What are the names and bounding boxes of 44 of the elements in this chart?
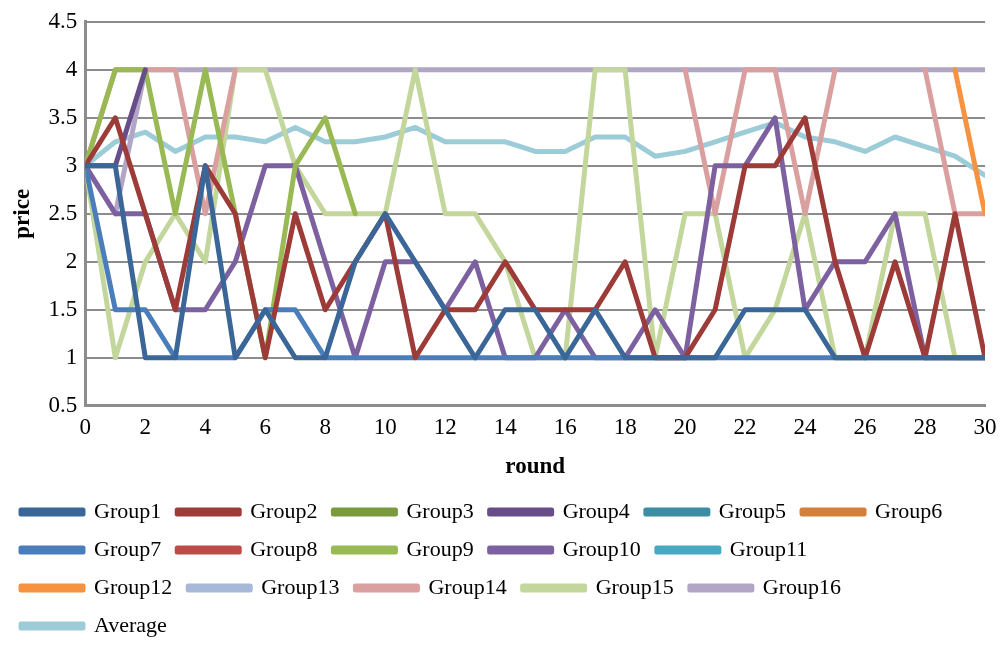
legend-label: Group1 bbox=[94, 497, 162, 523]
x-tick-label: 8 bbox=[319, 413, 332, 439]
x-tick-label: 4 bbox=[199, 413, 212, 439]
x-tick-label: 24 bbox=[793, 413, 818, 439]
y-tick-label: 2.5 bbox=[48, 199, 78, 225]
legend-label: Group8 bbox=[250, 535, 318, 561]
legend-label: Average bbox=[94, 611, 167, 637]
y-tick-label: 3.5 bbox=[48, 103, 78, 129]
x-tick-label: 10 bbox=[373, 413, 397, 439]
legend-label: Group11 bbox=[729, 535, 808, 561]
legend-label: Group13 bbox=[261, 573, 340, 599]
y-tick-label: 1.5 bbox=[48, 295, 78, 321]
x-tick-label: 0 bbox=[79, 413, 92, 439]
legend-label: Group9 bbox=[406, 535, 474, 561]
x-tick-label: 18 bbox=[613, 413, 637, 439]
legend-label: Group7 bbox=[94, 535, 162, 561]
legend-label: Group12 bbox=[94, 573, 173, 599]
x-tick-label: 30 bbox=[973, 413, 997, 439]
y-tick-label: 0.5 bbox=[48, 391, 78, 417]
y-tick-label: 3 bbox=[65, 151, 78, 177]
y-tick-label: 2 bbox=[65, 247, 78, 273]
legend-label: Group3 bbox=[406, 497, 474, 523]
legend-label: Group15 bbox=[595, 573, 674, 599]
legend-label: Group6 bbox=[875, 497, 943, 523]
x-tick-label: 14 bbox=[493, 413, 518, 439]
x-tick-label: 22 bbox=[733, 413, 757, 439]
x-axis-title: round bbox=[505, 453, 566, 479]
y-tick-label: 1 bbox=[65, 343, 78, 369]
x-tick-label: 26 bbox=[853, 413, 877, 439]
legend-label: Group4 bbox=[562, 497, 630, 523]
x-tick-label: 28 bbox=[913, 413, 937, 439]
y-tick-label: 4.5 bbox=[48, 7, 78, 33]
legend-label: Group16 bbox=[762, 573, 842, 599]
x-tick-label: 2 bbox=[139, 413, 152, 439]
x-tick-label: 6 bbox=[259, 413, 272, 439]
legend-label: Group10 bbox=[562, 535, 641, 561]
y-axis-title: price bbox=[8, 188, 34, 239]
y-tick-label: 4 bbox=[65, 55, 78, 81]
x-tick-label: 12 bbox=[433, 413, 457, 439]
x-tick-label: 16 bbox=[553, 413, 577, 439]
legend-label: Group5 bbox=[718, 497, 787, 523]
legend-label: Group2 bbox=[250, 497, 318, 523]
x-tick-label: 20 bbox=[673, 413, 697, 439]
legend-label: Group14 bbox=[428, 573, 507, 599]
